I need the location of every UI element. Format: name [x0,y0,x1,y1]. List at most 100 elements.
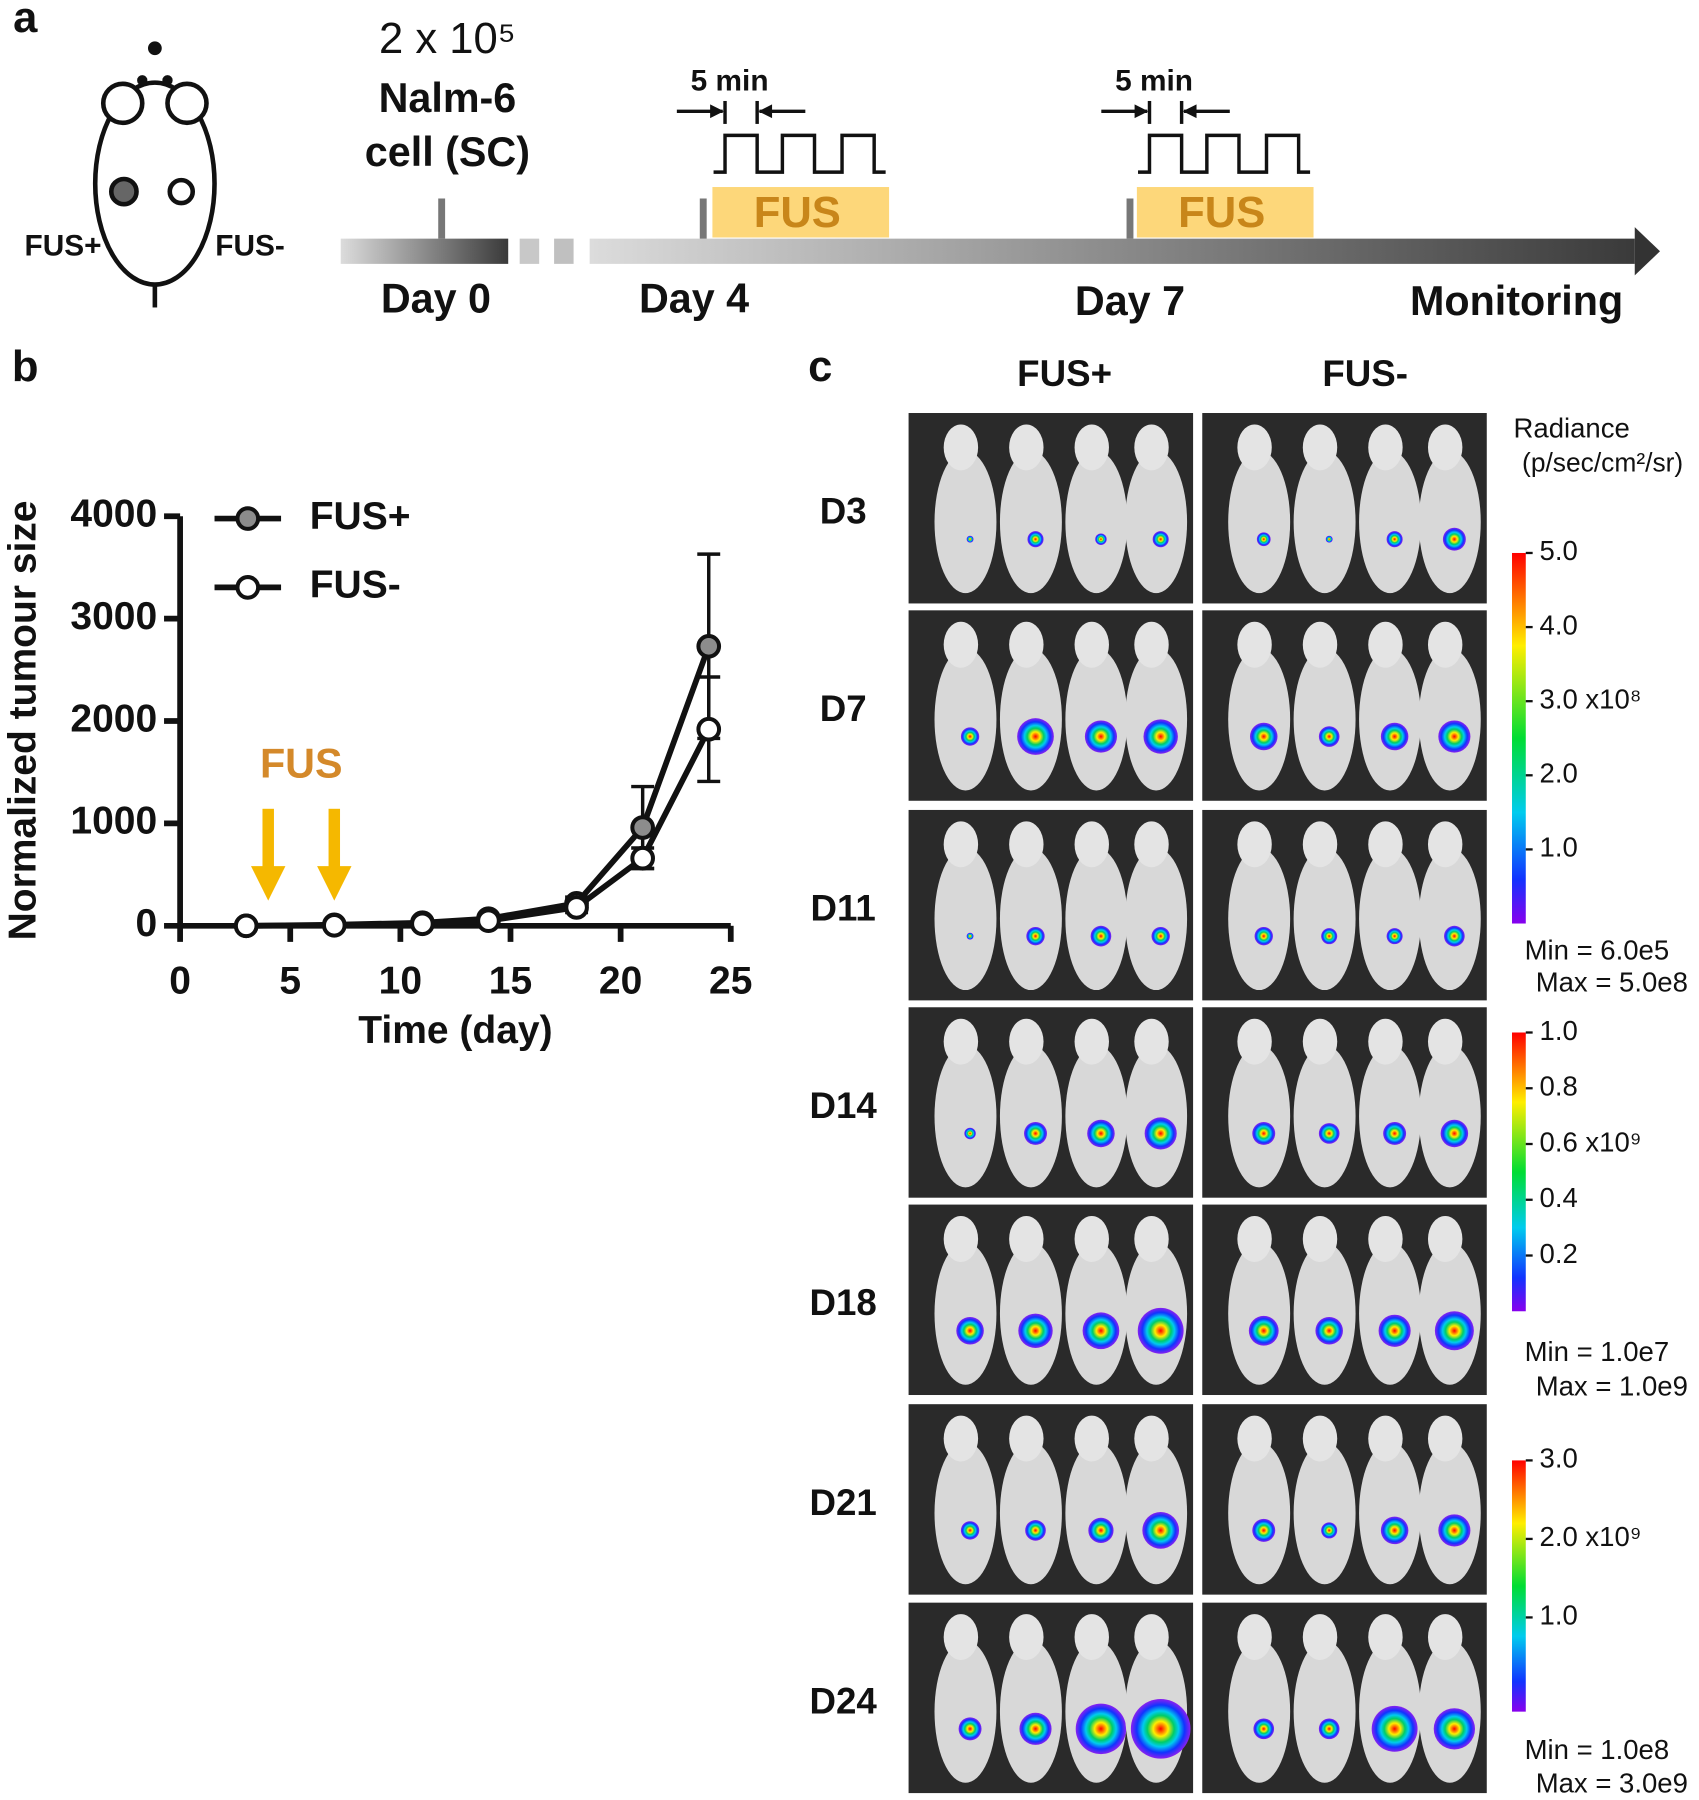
data-point [630,815,655,840]
mouse-head [1302,621,1338,668]
signal [1252,1121,1276,1145]
timeline-label: Day 0 [381,276,491,322]
signal [1434,1311,1474,1351]
signal [956,1317,984,1345]
y-tick-label: 3000 [70,595,157,638]
signal [960,1521,980,1540]
signal [1018,1313,1053,1348]
row-label: D3 [820,491,867,532]
mouse-head [1302,1415,1338,1462]
signal [1137,1307,1184,1354]
colorbar-tick-label: 1.0 [1540,832,1578,863]
mouse-head [943,821,979,868]
row-label: D24 [810,1680,878,1721]
colorbar-max: Max = 1.0e9 [1536,1370,1688,1401]
signal [1019,1712,1052,1745]
row-label: D14 [810,1085,878,1126]
signal [1024,1121,1047,1145]
signal [1383,1121,1407,1145]
mouse-body [1359,450,1422,594]
mouse-head [1237,1018,1272,1065]
mouse-head [1302,1216,1338,1262]
mouse-body [1125,847,1188,991]
pulse-duration: 5 min [1115,64,1193,97]
x-tick-label: 15 [489,959,532,1002]
signal [1254,926,1273,946]
mouse-head [943,1018,979,1065]
colorbar-min: Min = 1.0e8 [1525,1734,1670,1765]
data-point [233,913,259,939]
colorbar-tick-label: 5.0 [1540,535,1578,566]
signal [1440,1119,1469,1148]
signal [1026,926,1045,946]
signal [1386,928,1403,945]
mouse-head [1427,1614,1463,1661]
pulse-duration: 5 min [691,64,769,97]
mouse-body [1065,1442,1128,1585]
legend-label: FUS+ [310,495,411,538]
colorbar [1512,1032,1526,1312]
signal [1321,1522,1338,1539]
mouse-head [1074,1415,1109,1462]
mouse-body [999,1045,1062,1188]
y-tick-label: 4000 [70,493,157,536]
y-tick-label: 2000 [70,697,157,740]
mouse-diagram [92,41,217,308]
mouse-body [1228,1640,1291,1783]
signal [1318,1123,1340,1144]
mouse-head [1009,424,1044,471]
fus-arrow-head [317,866,352,901]
mouse-head [1009,1018,1044,1065]
mouse-head [1009,621,1044,668]
y-tick-label: 1000 [70,800,157,843]
mouse-head [1427,821,1463,868]
mouse-head [1368,821,1403,868]
signal [1444,925,1465,947]
y-tick-label: 0 [135,902,157,945]
mouse-body [1065,648,1128,791]
mouse-body [1228,847,1291,991]
legend-marker [235,575,261,600]
signal [1017,718,1054,755]
signal [1433,1708,1476,1750]
colorbar-tick-label: 0.8 [1540,1071,1578,1102]
mouse-body [1418,1442,1481,1585]
mouse-head [1368,1415,1403,1462]
mouse-label: FUS+ [25,230,102,263]
mouse-body [1418,648,1481,791]
mouse-body [1228,450,1291,594]
signal [1378,1314,1411,1347]
colorbar-tick-label: 3.0 x10⁸ [1540,683,1642,714]
mouse-head [1134,1614,1169,1661]
mouse-body [1293,648,1356,791]
mouse-head [1302,821,1338,868]
signal [1152,531,1169,548]
colorbar [1512,552,1526,924]
mouse-head [1368,424,1403,471]
data-point [696,633,722,659]
mouse-body [1418,1045,1481,1188]
mouse-body [999,1442,1062,1585]
mouse-body [1065,450,1128,594]
mouse-body [999,847,1062,991]
mouse-body [1125,648,1188,791]
mouse-head [1237,1415,1272,1462]
mouse-head [1427,1216,1463,1262]
mouse-head [1302,424,1338,471]
mouse-head [943,1614,979,1661]
mouse-head [1368,1614,1403,1661]
signal [1380,722,1409,751]
signal [1075,1703,1127,1755]
signal [1252,1518,1276,1542]
fus-arrow-shaft [328,808,341,869]
mouse-head [1302,1018,1338,1065]
signal [1087,1119,1115,1148]
colorbar-max: Max = 3.0e9 [1536,1767,1688,1798]
data-point [630,845,655,871]
mouse-head [1237,1614,1272,1661]
signal [1371,1705,1418,1752]
signal [1142,1512,1180,1549]
mouse-head [1427,1415,1463,1462]
cell-line: Nalm-6 [379,75,517,121]
